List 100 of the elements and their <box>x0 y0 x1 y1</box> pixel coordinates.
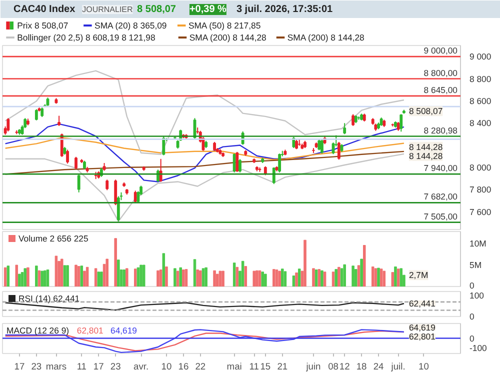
x-tick-label: 11 <box>249 362 259 372</box>
bar <box>298 268 301 286</box>
bar <box>400 268 403 286</box>
bar <box>382 270 386 286</box>
candlestick <box>159 158 162 182</box>
bar <box>357 265 360 286</box>
x-tick-label: 23 <box>110 362 121 372</box>
bar <box>338 266 340 286</box>
bar <box>377 268 380 286</box>
bar <box>264 274 267 286</box>
series-label: 62,801 <box>76 326 104 336</box>
bar <box>193 259 196 286</box>
annotation: 62,801 <box>408 332 436 342</box>
bar <box>40 270 44 286</box>
candlestick <box>106 179 109 191</box>
ref-line-label: 7 682,00 <box>424 192 458 202</box>
bar <box>232 262 236 286</box>
bar <box>202 268 205 286</box>
ref-line-label: 9 000,00 <box>424 46 458 56</box>
bar <box>6 266 10 286</box>
bar <box>241 260 244 286</box>
bar <box>117 260 120 286</box>
bar <box>140 264 142 286</box>
bar <box>391 272 394 286</box>
bar <box>60 258 64 286</box>
x-tick-label: 23 <box>31 362 42 372</box>
bar <box>244 266 248 286</box>
x-tick-label: juin <box>305 362 321 372</box>
bar <box>362 245 366 286</box>
y-tick-label: 10M <box>470 238 486 249</box>
chart-subtitle: 3 juil. 2026, 17:35:01 <box>236 4 334 15</box>
candlestick <box>66 149 69 164</box>
bar <box>218 270 222 286</box>
y-tick-label: 100 <box>470 290 484 301</box>
bar <box>142 264 146 286</box>
bar <box>204 267 208 286</box>
x-tick-label: juil. <box>390 362 406 372</box>
bar <box>122 269 126 286</box>
legend-label: RSI (14) 62,441 <box>18 294 80 304</box>
legend-label: Prix 8 508,07 <box>17 20 68 30</box>
bar <box>134 268 137 286</box>
line-series <box>4 137 405 160</box>
bar <box>320 270 324 286</box>
candlestick <box>236 151 239 172</box>
x-tick-label: 10 <box>161 362 172 372</box>
bar <box>106 258 108 286</box>
bar <box>196 269 199 286</box>
bar <box>176 270 180 286</box>
annotation: 62,441 <box>408 298 436 308</box>
legend-label: SMA (20) 8 365,09 <box>94 20 167 30</box>
candlestick <box>162 136 166 156</box>
bar <box>314 269 318 286</box>
bar <box>371 266 374 286</box>
legend-label: SMA (200) 8 144,28 <box>189 32 267 42</box>
bar <box>156 270 160 286</box>
legend-label: SMA (50) 8 217,85 <box>188 20 261 30</box>
line-series <box>4 150 405 175</box>
bar <box>374 268 378 286</box>
bar <box>258 270 262 286</box>
text: +0,39 % <box>189 4 227 15</box>
bar <box>334 269 338 286</box>
bar <box>24 268 26 286</box>
bar <box>281 268 284 286</box>
x-tick-label: 08 <box>328 362 338 372</box>
bar <box>66 265 69 286</box>
bar <box>165 266 168 286</box>
line-series <box>4 153 405 222</box>
bar <box>275 269 278 286</box>
x-tick-label: 17 <box>14 362 25 372</box>
bar <box>352 266 354 286</box>
bar <box>83 270 86 286</box>
y-tick-label: 9 000 <box>470 52 492 62</box>
bar <box>222 270 224 286</box>
ref-line-label: 8 280,98 <box>424 125 458 136</box>
bar <box>46 269 50 286</box>
candlestick <box>400 114 403 132</box>
x-tick-label: mai <box>226 362 242 372</box>
y-tick-label: 7 600 <box>470 206 492 217</box>
candlestick <box>58 115 61 126</box>
bar <box>86 266 89 286</box>
bar <box>295 272 298 286</box>
bar <box>278 270 281 286</box>
bar <box>323 272 326 286</box>
x-tick-label: 21 <box>277 362 288 372</box>
bar <box>94 268 98 286</box>
bar <box>292 276 296 286</box>
candlestick <box>156 169 160 182</box>
x-tick-label: 24 <box>373 362 384 372</box>
candlestick <box>34 108 38 121</box>
bar <box>199 270 202 286</box>
legend-title: MACD (12 26 9) <box>6 326 70 336</box>
candlestick <box>320 139 324 154</box>
bar <box>54 256 58 286</box>
annotation: 8 144,28 <box>408 150 443 161</box>
bar <box>63 265 66 286</box>
bar <box>179 267 182 286</box>
y-tick-label: 0 <box>470 280 474 290</box>
bar <box>174 268 176 286</box>
candlestick <box>40 107 44 118</box>
x-tick-label: 18 <box>356 362 367 372</box>
